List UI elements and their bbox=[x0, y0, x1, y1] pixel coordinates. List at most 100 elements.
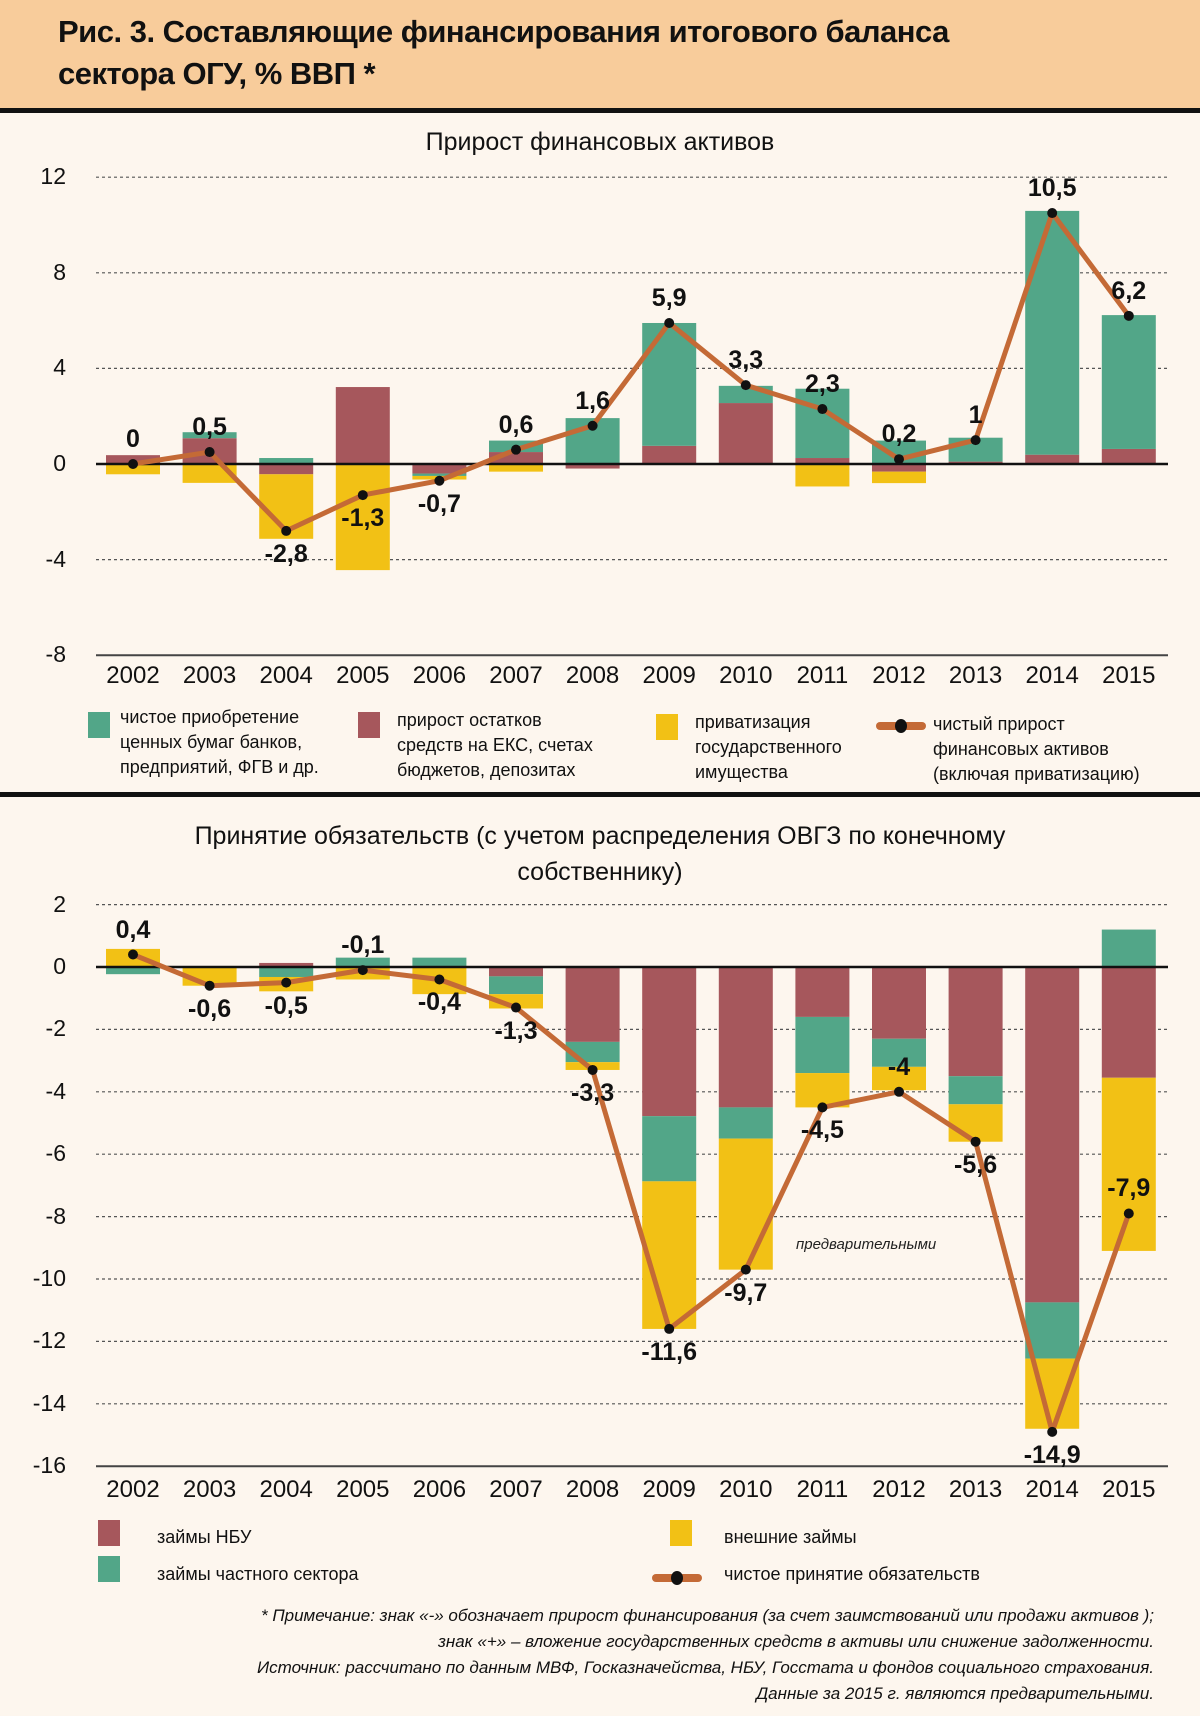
x-tick-label: 2008 bbox=[565, 1476, 620, 1503]
legend-text: прирост остатков bbox=[397, 710, 542, 730]
y-tick-label: -4 bbox=[45, 1077, 66, 1104]
legend-swatch-green bbox=[98, 1556, 120, 1582]
legend-swatch-red bbox=[98, 1520, 120, 1546]
line-point bbox=[894, 1086, 904, 1097]
bar-segment-green bbox=[489, 976, 543, 995]
bar-segment-red bbox=[335, 387, 390, 464]
x-tick-label: 2014 bbox=[1025, 662, 1079, 689]
bar-segment-red bbox=[565, 967, 620, 1042]
legend-swatch-green bbox=[88, 712, 110, 738]
line-point bbox=[894, 454, 904, 465]
bar-segment-red bbox=[1101, 448, 1156, 464]
legend-text: чистый прирост bbox=[933, 714, 1065, 734]
legend-text: чистое приобретение bbox=[120, 707, 300, 727]
legend-line-marker-icon bbox=[876, 722, 926, 730]
y-tick-label: -10 bbox=[32, 1265, 66, 1291]
data-label: -14,9 bbox=[1023, 1440, 1081, 1469]
data-label: 1 bbox=[968, 401, 983, 430]
bar-segment-red bbox=[642, 967, 697, 1117]
data-label: -2,8 bbox=[264, 539, 308, 568]
y-tick-label: 0 bbox=[53, 953, 66, 979]
x-tick-label: 2009 bbox=[642, 1476, 696, 1503]
legend-text: финансовых активов bbox=[933, 739, 1109, 759]
stray-annotation-text: предварительными bbox=[796, 1236, 937, 1253]
bar-segment-yellow bbox=[872, 1066, 926, 1091]
x-tick-label: 2003 bbox=[182, 1476, 237, 1503]
y-tick-label: -12 bbox=[32, 1327, 66, 1354]
footnote-line: знак «+» – вложение государственных сред… bbox=[437, 1632, 1154, 1651]
x-tick-label: 2013 bbox=[948, 1476, 1003, 1503]
data-label: -3,3 bbox=[571, 1078, 615, 1107]
bar-segment-yellow bbox=[795, 464, 850, 487]
bar-segment-red bbox=[1101, 967, 1156, 1078]
bar-segment-yellow bbox=[335, 464, 390, 571]
line-point bbox=[204, 447, 215, 458]
y-tick-label: -6 bbox=[45, 1140, 66, 1167]
line-point bbox=[434, 475, 445, 486]
bar-segment-green bbox=[1101, 929, 1156, 967]
figure-title-line1: Рис. 3. Составляющие финансирования итог… bbox=[58, 14, 949, 49]
y-tick-label: 2 bbox=[53, 890, 66, 917]
y-tick-label: -4 bbox=[45, 545, 66, 572]
y-tick-label: -14 bbox=[32, 1389, 66, 1416]
legend-text: приватизация bbox=[695, 712, 811, 732]
bar-segment-green bbox=[718, 1107, 773, 1139]
data-label: -4,5 bbox=[800, 1116, 844, 1145]
line-point bbox=[664, 317, 675, 328]
line-point bbox=[970, 1136, 981, 1147]
legend-item-net-liabilities: чистое принятие обязательств bbox=[724, 1564, 980, 1584]
data-label: -4 bbox=[887, 1052, 911, 1081]
line-point bbox=[1123, 1208, 1134, 1219]
line-point bbox=[587, 420, 598, 431]
bar-segment-green bbox=[948, 1076, 1003, 1105]
y-tick-label: -16 bbox=[32, 1452, 66, 1479]
top-chart-title: Прирост финансовых активов bbox=[425, 128, 775, 156]
x-tick-label: 2012 bbox=[872, 1476, 926, 1503]
line-point bbox=[1047, 1426, 1058, 1437]
legend-text: бюджетов, депозитах bbox=[397, 760, 576, 780]
bar-segment-yellow bbox=[872, 471, 926, 484]
legend-item-private-loans: займы частного сектора bbox=[157, 1564, 359, 1584]
line-point bbox=[357, 490, 368, 501]
data-label: -0,7 bbox=[417, 489, 461, 518]
legend-item-deposits: прирост остатков средств на ЕКС, счетах … bbox=[397, 708, 593, 783]
legend-text: ценных бумаг банков, bbox=[120, 732, 303, 752]
data-label: 0,4 bbox=[115, 915, 151, 944]
line-point bbox=[1123, 310, 1134, 321]
bar-segment-red bbox=[489, 452, 543, 464]
data-label: -9,7 bbox=[724, 1278, 768, 1307]
x-tick-label: 2004 bbox=[259, 1476, 313, 1503]
bar-segment-green bbox=[412, 473, 467, 476]
legend-text: средств на ЕКС, счетах bbox=[397, 735, 593, 755]
data-label: -11,6 bbox=[641, 1337, 697, 1366]
data-label: -0,1 bbox=[341, 931, 385, 960]
data-label: -5,6 bbox=[954, 1150, 998, 1179]
bar-segment-green bbox=[335, 957, 390, 967]
bottom-chart-title-line2: собственнику) bbox=[517, 858, 683, 886]
line-point bbox=[281, 525, 292, 536]
data-label: 10,5 bbox=[1027, 174, 1077, 203]
bar-segment-green bbox=[412, 957, 467, 967]
line-point bbox=[664, 1323, 675, 1334]
bar-segment-red bbox=[795, 458, 850, 464]
x-tick-label: 2012 bbox=[872, 662, 926, 689]
line-point bbox=[970, 435, 981, 446]
x-tick-label: 2007 bbox=[489, 662, 543, 689]
y-tick-label: -8 bbox=[45, 641, 66, 668]
line-point bbox=[511, 1002, 521, 1013]
legend-item-external-loans: внешние займы bbox=[724, 1527, 857, 1547]
x-tick-label: 2015 bbox=[1102, 1476, 1156, 1503]
bar-segment-green bbox=[259, 458, 314, 464]
bar-segment-green bbox=[1101, 315, 1156, 449]
line-point bbox=[740, 1264, 751, 1275]
line-point bbox=[281, 977, 292, 988]
legend-text: имущества bbox=[695, 762, 788, 782]
y-tick-label: 0 bbox=[53, 450, 66, 476]
bar-segment-yellow bbox=[948, 1104, 1003, 1142]
line-point bbox=[128, 949, 138, 960]
x-tick-label: 2003 bbox=[182, 662, 237, 689]
bar-segment-yellow bbox=[106, 464, 160, 475]
data-label: 2,3 bbox=[805, 370, 840, 399]
bar-segment-yellow bbox=[1101, 1077, 1156, 1251]
